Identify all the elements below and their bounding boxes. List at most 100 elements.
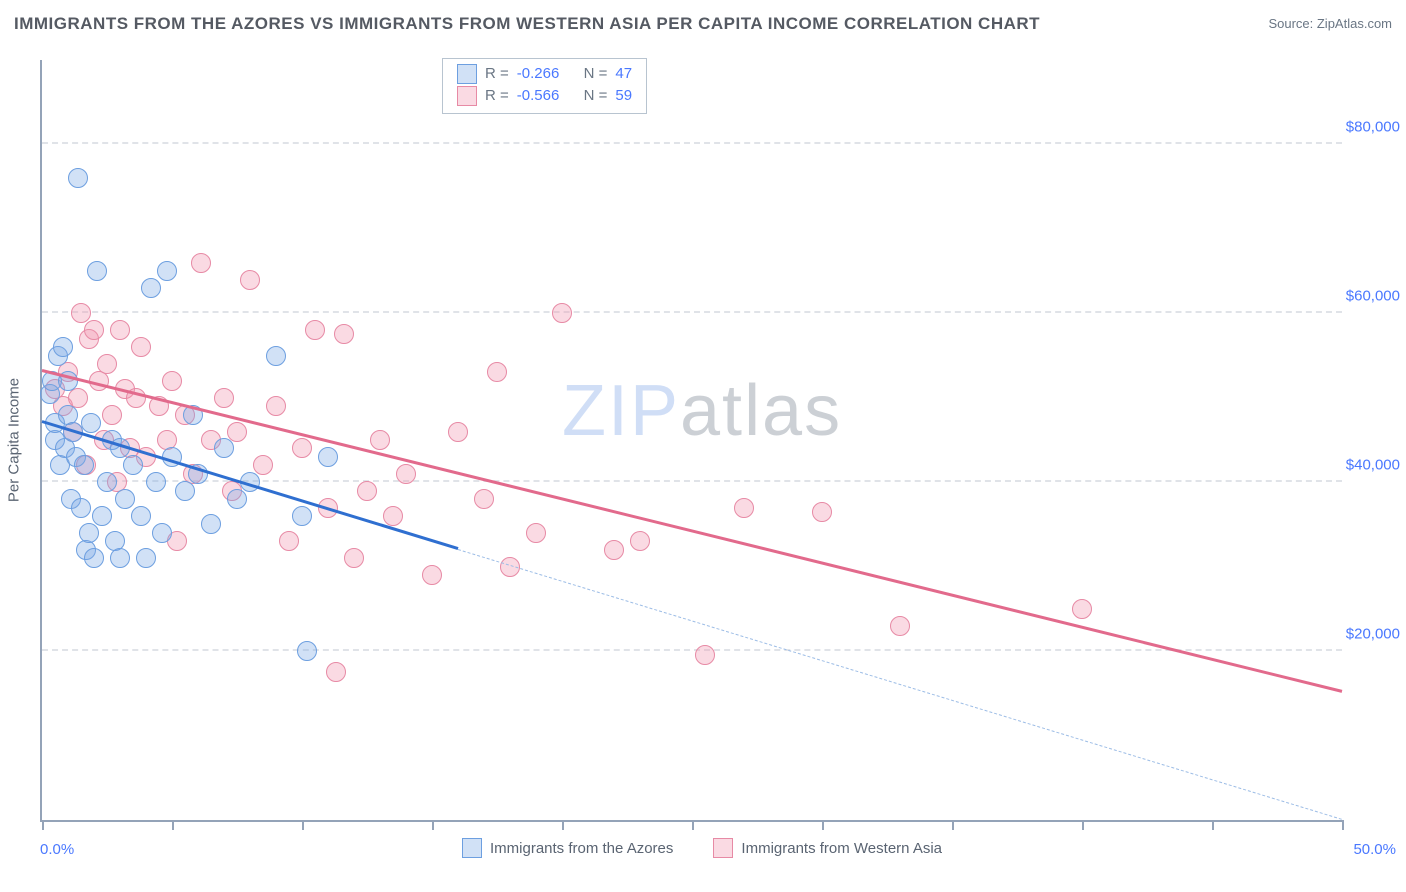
wasia-point — [890, 616, 910, 636]
azores-trendline-extrapolated — [458, 549, 1342, 820]
wasia-point — [71, 303, 91, 323]
wasia-point — [526, 523, 546, 543]
x-tick — [42, 820, 44, 830]
wasia-point — [305, 320, 325, 340]
azores-legend-label: Immigrants from the Azores — [490, 840, 673, 857]
wasia-point — [240, 270, 260, 290]
azores-point — [74, 455, 94, 475]
legend-item-azores: Immigrants from the Azores — [462, 838, 673, 858]
wasia-point — [214, 388, 234, 408]
wasia-point — [266, 396, 286, 416]
gridline — [42, 311, 1342, 313]
azores-point — [92, 506, 112, 526]
wasia-point — [812, 502, 832, 522]
wasia-point — [734, 498, 754, 518]
bottom-legend: Immigrants from the Azores Immigrants fr… — [462, 838, 942, 858]
x-tick — [692, 820, 694, 830]
wasia-point — [344, 548, 364, 568]
wasia-point — [474, 489, 494, 509]
x-tick — [1082, 820, 1084, 830]
wasia-swatch-icon — [457, 86, 477, 106]
wasia-point — [604, 540, 624, 560]
azores-point — [201, 514, 221, 534]
gridline — [42, 649, 1342, 651]
azores-point — [146, 472, 166, 492]
azores-point — [266, 346, 286, 366]
watermark-zip: ZIP — [562, 371, 680, 451]
x-tick — [1342, 820, 1344, 830]
x-tick — [562, 820, 564, 830]
wasia-point — [110, 320, 130, 340]
azores-point — [115, 489, 135, 509]
azores-point — [175, 481, 195, 501]
y-axis-label: Per Capita Income — [6, 378, 23, 502]
source-attribution: Source: ZipAtlas.com — [1268, 16, 1392, 31]
x-tick — [172, 820, 174, 830]
azores-point — [292, 506, 312, 526]
stats-row-azores: R = -0.266 N = 47 — [457, 63, 632, 85]
x-tick — [822, 820, 824, 830]
wasia-legend-label: Immigrants from Western Asia — [741, 840, 942, 857]
azores-point — [81, 413, 101, 433]
wasia-r-value: -0.566 — [517, 85, 560, 107]
wasia-point — [357, 481, 377, 501]
wasia-point — [326, 662, 346, 682]
wasia-point — [630, 531, 650, 551]
y-tick-label: $60,000 — [1346, 288, 1400, 305]
azores-point — [53, 337, 73, 357]
azores-point — [227, 489, 247, 509]
azores-swatch-icon — [457, 64, 477, 84]
azores-point — [297, 641, 317, 661]
wasia-point — [279, 531, 299, 551]
stat-r-label: R = — [485, 63, 509, 85]
wasia-point — [334, 324, 354, 344]
wasia-point — [97, 354, 117, 374]
x-tick — [952, 820, 954, 830]
azores-point — [110, 548, 130, 568]
y-tick-label: $20,000 — [1346, 626, 1400, 643]
azores-swatch-icon — [462, 838, 482, 858]
y-tick-label: $80,000 — [1346, 119, 1400, 136]
wasia-point — [487, 362, 507, 382]
wasia-point — [162, 371, 182, 391]
azores-n-value: 47 — [615, 63, 632, 85]
wasia-point — [422, 565, 442, 585]
wasia-point — [1072, 599, 1092, 619]
wasia-swatch-icon — [713, 838, 733, 858]
stat-n-label: N = — [584, 63, 608, 85]
wasia-point — [396, 464, 416, 484]
y-tick-label: $40,000 — [1346, 457, 1400, 474]
azores-point — [123, 455, 143, 475]
legend-item-wasia: Immigrants from Western Asia — [713, 838, 942, 858]
x-axis-max-label: 50.0% — [1353, 841, 1396, 858]
wasia-point — [552, 303, 572, 323]
wasia-point — [448, 422, 468, 442]
azores-point — [141, 278, 161, 298]
azores-point — [97, 472, 117, 492]
wasia-point — [253, 455, 273, 475]
wasia-n-value: 59 — [615, 85, 632, 107]
azores-point — [71, 498, 91, 518]
x-tick — [1212, 820, 1214, 830]
wasia-point — [227, 422, 247, 442]
plot-area: Per Capita Income ZIPatlas R = -0.266 N … — [40, 60, 1342, 822]
chart-title: IMMIGRANTS FROM THE AZORES VS IMMIGRANTS… — [14, 14, 1040, 33]
chart-header: IMMIGRANTS FROM THE AZORES VS IMMIGRANTS… — [14, 14, 1392, 38]
azores-point — [79, 523, 99, 543]
x-tick — [432, 820, 434, 830]
wasia-point — [84, 320, 104, 340]
azores-point — [136, 548, 156, 568]
gridline — [42, 142, 1342, 144]
wasia-point — [383, 506, 403, 526]
watermark-atlas: atlas — [680, 371, 842, 451]
azores-point — [157, 261, 177, 281]
azores-point — [214, 438, 234, 458]
wasia-point — [102, 405, 122, 425]
stat-n-label-2: N = — [584, 85, 608, 107]
azores-point — [68, 168, 88, 188]
stat-r-label-2: R = — [485, 85, 509, 107]
stats-legend-box: R = -0.266 N = 47 R = -0.566 N = 59 — [442, 58, 647, 114]
azores-point — [131, 506, 151, 526]
x-tick — [302, 820, 304, 830]
stats-row-wasia: R = -0.566 N = 59 — [457, 85, 632, 107]
